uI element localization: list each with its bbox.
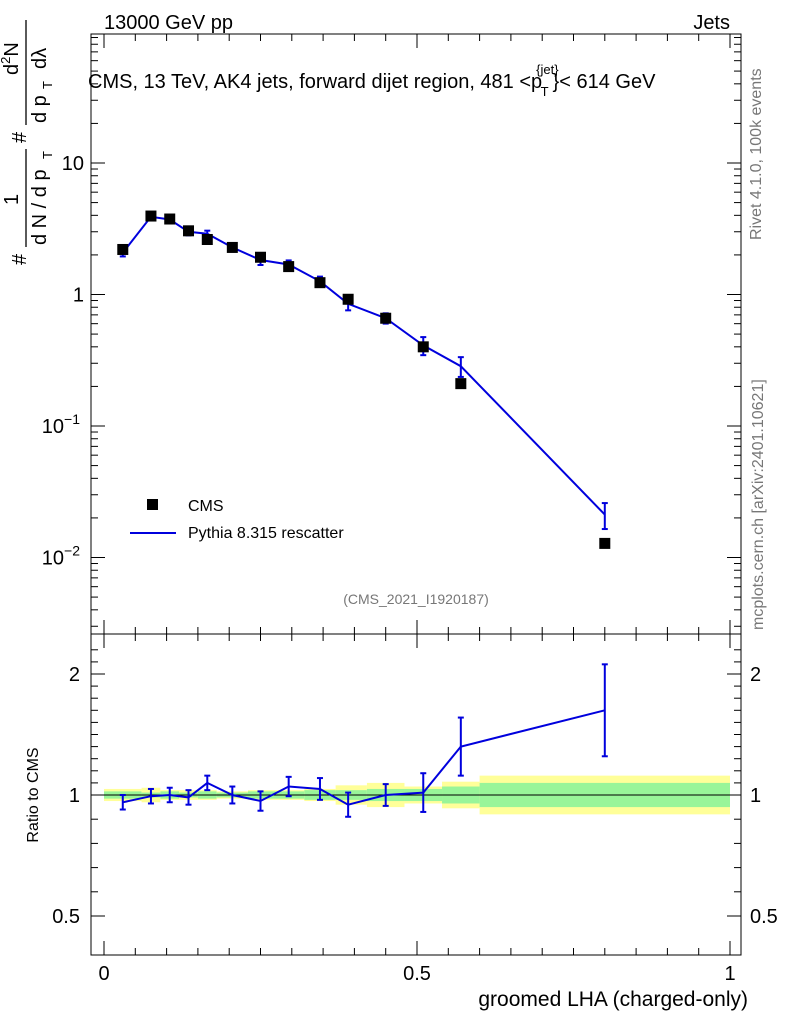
main-y-tick-label: 1 [73, 285, 84, 307]
ratio-data-layer [104, 663, 730, 818]
ylabel-dp: d p [29, 95, 51, 123]
legend-mc-label: Pythia 8.315 rescatter [188, 525, 344, 542]
x-tick-label: 0.5 [403, 963, 431, 985]
ratio-y-tick-label-left: 2 [69, 664, 80, 686]
main-panel: 10−2 10−1 1 10 [42, 33, 742, 635]
ylabel-d2N: d2N [0, 42, 23, 75]
ratio-y-tick-label-right: 0.5 [750, 906, 778, 928]
cms-data-point [417, 341, 429, 353]
main-y-axis-label: # 1 d N / d p T # d2N d p T dλ [0, 20, 55, 265]
legend-data-marker [147, 499, 158, 510]
ylabel-dl: dλ [29, 48, 51, 69]
cms-data-point [314, 277, 326, 289]
cms-data-point [226, 241, 238, 253]
cms-data-point [342, 293, 354, 305]
ylabel-hash-2: # [9, 131, 31, 143]
cms-data-point [145, 210, 157, 222]
ylabel-T-2: T [40, 81, 55, 89]
ratio-panel: 0.5 0.5 1 1 2 2 0 0.5 1 [52, 633, 778, 985]
header-left: 13000 GeV pp [104, 12, 233, 34]
cms-data-point [201, 233, 213, 245]
ratio-y-axis-label: Ratio to CMS [25, 747, 42, 842]
ratio-y-tick-label-right: 2 [750, 664, 761, 686]
x-tick-label: 1 [724, 963, 735, 985]
main-axis-ticks: 10−2 10−1 1 10 [42, 34, 741, 634]
x-axis-label: groomed LHA (charged-only) [478, 988, 748, 1011]
title-tail: }< 614 GeV [553, 71, 657, 93]
cms-data-point [380, 312, 392, 324]
cms-data-point [283, 261, 295, 273]
ylabel-T-1: T [40, 151, 55, 159]
ratio-y-tick-label-right: 1 [750, 785, 761, 807]
header-right: Jets [693, 12, 730, 34]
main-background [91, 34, 741, 634]
title-main: CMS, 13 TeV, AK4 jets, forward dijet reg… [88, 71, 542, 93]
cms-data-point [183, 225, 195, 237]
main-y-tick-label: 10−1 [42, 411, 80, 438]
cms-data-point [455, 378, 467, 390]
rivet-version-text: Rivet 4.1.0, 100k events [748, 68, 765, 240]
analysis-watermark: (CMS_2021_I1920187) [343, 591, 489, 607]
main-data-layer [117, 210, 611, 549]
legend-data-label: CMS [188, 498, 224, 515]
ratio-y-tick-label-left: 0.5 [52, 906, 80, 928]
cms-data-point [599, 537, 611, 549]
x-tick-label: 0 [98, 963, 109, 985]
cms-data-point [255, 251, 266, 263]
ratio-y-tick-label-left: 1 [69, 785, 80, 807]
legend: CMS Pythia 8.315 rescatter [130, 498, 344, 542]
ylabel-one: 1 [1, 194, 23, 205]
plot-title: CMS, 13 TeV, AK4 jets, forward dijet reg… [88, 62, 656, 99]
ylabel-hash-1: # [9, 253, 31, 265]
ratio-axis-ticks: 0.5 0.5 1 1 2 2 0 0.5 1 [52, 634, 778, 985]
mc-ratio-line [122, 709, 606, 806]
ylabel-dN: d N / d p [29, 169, 51, 245]
mcplots-credit-text: mcplots.cern.ch [arXiv:2401.10621] [750, 379, 767, 630]
cms-data-point [164, 213, 176, 225]
title-sup: {jet} [536, 62, 559, 77]
main-y-tick-label: 10−2 [42, 543, 80, 570]
title-sub: T [541, 84, 549, 99]
cms-data-point [117, 243, 129, 255]
main-y-tick-label: 10 [62, 153, 84, 175]
